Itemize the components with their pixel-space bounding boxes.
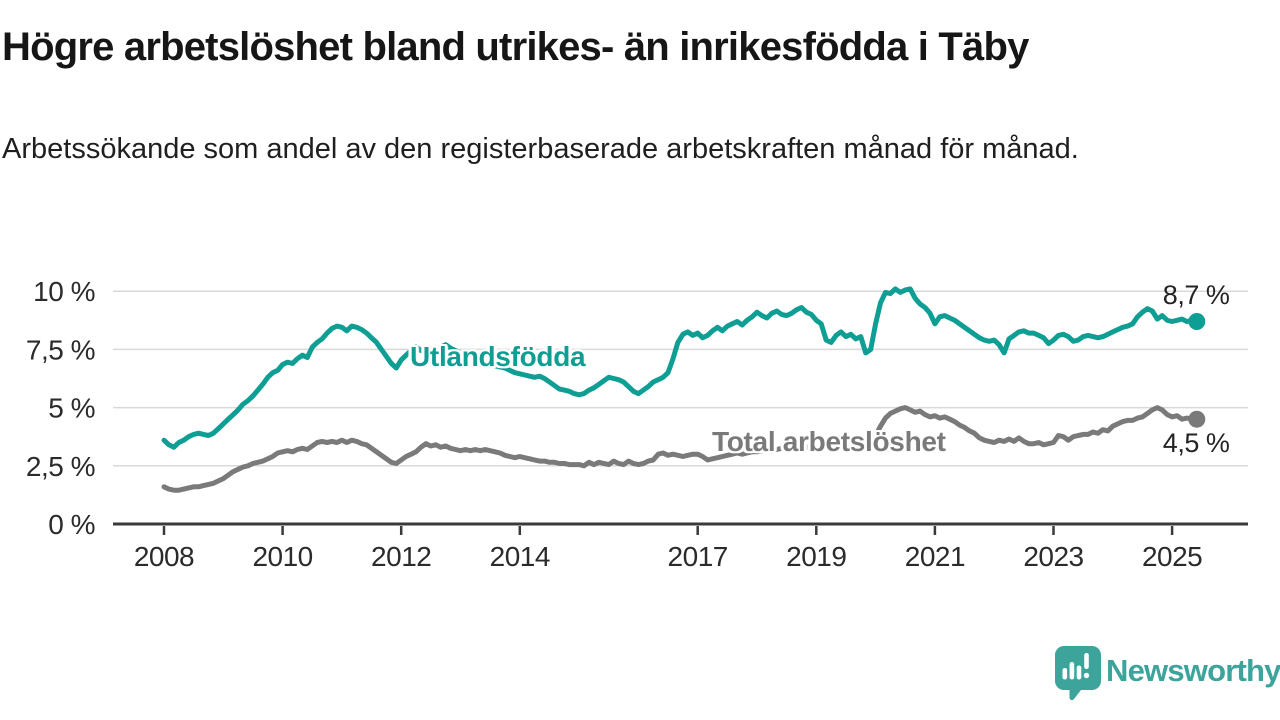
newsworthy-speech-bubble-icon: [1055, 646, 1101, 701]
newsworthy-logo: Newsworthy: [1054, 644, 1280, 704]
x-axis-tick-label: 2010: [252, 541, 312, 572]
page-title: Högre arbetslöshet bland utrikes- än inr…: [2, 25, 1029, 69]
x-axis-tick-label: 2023: [1023, 541, 1083, 572]
y-axis-tick-label: 5 %: [48, 393, 95, 424]
series-label-total-arbetsloshet: Total arbetslöshet: [712, 426, 946, 457]
y-axis-tick-label: 0 %: [48, 509, 95, 540]
series-label-utlandsfodda: Utlandsfödda: [410, 341, 586, 372]
x-axis-tick-label: 2019: [786, 541, 846, 572]
x-axis-tick-label: 2014: [490, 541, 550, 572]
x-axis-tick-label: 2012: [371, 541, 431, 572]
x-axis-tick-label: 2008: [134, 541, 194, 572]
y-axis-tick-label: 7,5 %: [26, 334, 95, 365]
line-total-arbetsloshet: [161, 405, 1200, 493]
end-value-label-utlandsfodda: 8,7 %: [1162, 280, 1230, 311]
end-dot-line-total-arbetsloshet: [1188, 410, 1206, 428]
end-value-label-total-arbetsloshet: 4,5 %: [1162, 428, 1230, 459]
end-dot-line-utlandsfodda: [1188, 313, 1206, 330]
page-subtitle: Arbetssökande som andel av den registerb…: [2, 133, 1079, 165]
newsworthy-logo-text: Newsworthy: [1106, 653, 1280, 688]
x-axis-tick-label: 2017: [668, 541, 728, 572]
x-axis-tick-label: 2025: [1142, 541, 1202, 572]
y-axis-tick-label: 2,5 %: [26, 451, 95, 482]
x-axis-tick-label: 2021: [905, 541, 965, 572]
y-axis-tick-label: 10 %: [33, 276, 95, 307]
line-utlandsfodda: [161, 286, 1200, 450]
